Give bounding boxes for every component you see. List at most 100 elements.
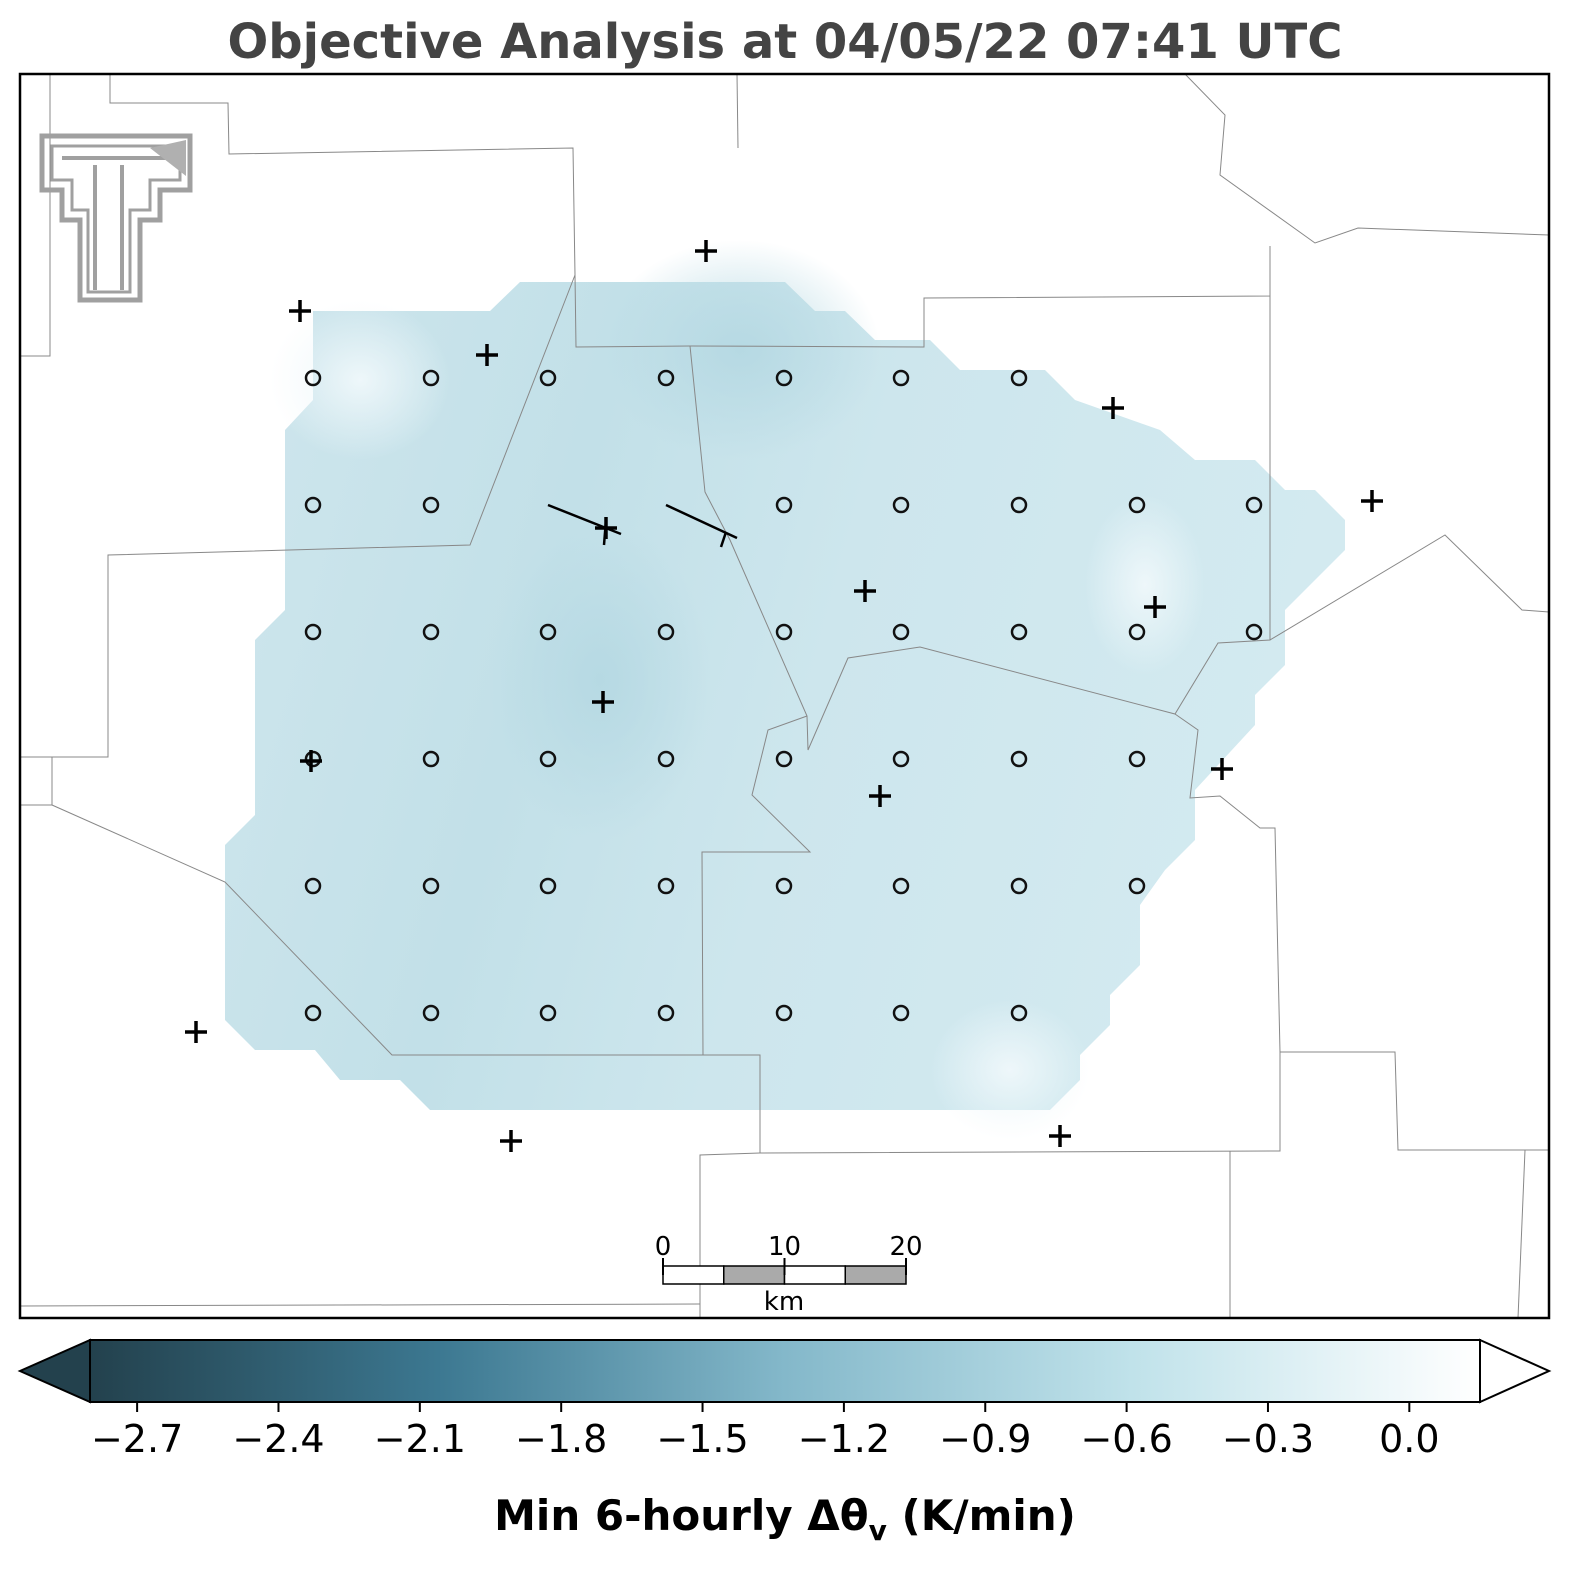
grid-point bbox=[657, 877, 675, 895]
grid-point bbox=[1128, 623, 1146, 641]
title: Objective Analysis at 04/05/22 07:41 UTC bbox=[228, 14, 1343, 70]
colorbar-tick-label: −2.1 bbox=[374, 1417, 466, 1461]
grid-point bbox=[657, 623, 675, 641]
grid-point bbox=[892, 877, 910, 895]
station bbox=[854, 580, 876, 602]
colorbar-body bbox=[89, 1339, 1481, 1403]
grid-point bbox=[422, 623, 440, 641]
grid-point bbox=[892, 496, 910, 514]
colorbar-tick-label: −0.6 bbox=[1080, 1417, 1172, 1461]
station bbox=[1211, 758, 1233, 780]
grid-point bbox=[1010, 496, 1028, 514]
station bbox=[289, 300, 311, 322]
grid-point bbox=[304, 496, 322, 514]
scale-segment bbox=[844, 1265, 907, 1285]
grid-point bbox=[539, 623, 557, 641]
grid-point bbox=[775, 877, 793, 895]
stations bbox=[185, 240, 1383, 1152]
colorbar-tick-label: −0.9 bbox=[939, 1417, 1031, 1461]
field-shade bbox=[600, 240, 880, 460]
station bbox=[1049, 1125, 1071, 1147]
grid-point bbox=[1010, 750, 1028, 768]
station bbox=[869, 785, 891, 807]
grid-point bbox=[1128, 877, 1146, 895]
colorbar: −2.7 −2.4 −2.1 −1.8 −1.5 −1.2 −0.9 −0.6 −0.3 0.0 bbox=[17, 1338, 1552, 1461]
station bbox=[476, 344, 498, 366]
grid-point bbox=[1010, 877, 1028, 895]
wind-barbs bbox=[547, 503, 738, 548]
grid-point bbox=[1128, 750, 1146, 768]
station bbox=[695, 240, 717, 262]
grid-point bbox=[775, 750, 793, 768]
colorbar-tick-label: −1.5 bbox=[656, 1417, 748, 1461]
colorbar-tick-label: −1.8 bbox=[515, 1417, 607, 1461]
scale-bar: km 0 10 20 bbox=[655, 1232, 923, 1317]
scale-label: 0 bbox=[655, 1232, 672, 1262]
grid-point bbox=[304, 1004, 322, 1022]
grid-point bbox=[657, 369, 675, 387]
county-lines bbox=[20, 74, 1549, 1318]
grid-point bbox=[422, 369, 440, 387]
grid-point bbox=[657, 750, 675, 768]
grid-point bbox=[657, 1004, 675, 1022]
station bbox=[185, 1021, 207, 1043]
scale-unit: km bbox=[764, 1287, 804, 1317]
grid-point bbox=[304, 369, 322, 387]
colorbar-label: Min 6-hourly Δθv (K/min) bbox=[494, 1491, 1076, 1547]
colorbar-tick-label: −0.3 bbox=[1222, 1417, 1314, 1461]
grid-point bbox=[1245, 623, 1263, 641]
colorbar-tick-label: −2.4 bbox=[232, 1417, 324, 1461]
colorbar-tick-label: 0.0 bbox=[1379, 1417, 1439, 1461]
grid-point bbox=[422, 496, 440, 514]
field-shade bbox=[930, 1000, 1090, 1140]
grid-point bbox=[539, 750, 557, 768]
grid-point bbox=[539, 1004, 557, 1022]
label-units: (K/min) bbox=[902, 1491, 1076, 1540]
grid-point bbox=[892, 623, 910, 641]
station bbox=[1361, 490, 1383, 512]
grid-point bbox=[1010, 1004, 1028, 1022]
station bbox=[300, 750, 322, 772]
grid-point bbox=[775, 496, 793, 514]
grid-point bbox=[1010, 369, 1028, 387]
map-frame bbox=[18, 72, 1551, 1320]
grid-point bbox=[422, 877, 440, 895]
label-main: Min 6-hourly Δθ bbox=[494, 1491, 869, 1540]
colorbar-tick-label: −2.7 bbox=[91, 1417, 183, 1461]
scale-label: 20 bbox=[889, 1232, 922, 1262]
analysis-field bbox=[225, 282, 1345, 1110]
grid-point bbox=[775, 369, 793, 387]
scale-label: 10 bbox=[768, 1232, 801, 1262]
grid-point bbox=[304, 750, 322, 768]
label-sub: v bbox=[869, 1514, 887, 1547]
colorbar-extend-min bbox=[17, 1338, 91, 1404]
scale-segment bbox=[662, 1265, 725, 1285]
grid-point bbox=[775, 1004, 793, 1022]
logo bbox=[39, 133, 193, 303]
scale-segment bbox=[783, 1265, 846, 1285]
map bbox=[20, 74, 1549, 1318]
grid-point bbox=[775, 623, 793, 641]
field-shade bbox=[1085, 495, 1205, 675]
colorbar-extend-max bbox=[1479, 1338, 1552, 1404]
grid-point bbox=[422, 750, 440, 768]
grid-point bbox=[1010, 623, 1028, 641]
scale-segment bbox=[723, 1265, 786, 1285]
grid-point bbox=[304, 877, 322, 895]
grid-point bbox=[892, 750, 910, 768]
station bbox=[1102, 397, 1124, 419]
station bbox=[1144, 596, 1166, 618]
grid-point bbox=[304, 623, 322, 641]
label-space bbox=[887, 1491, 902, 1540]
grid-point bbox=[892, 1004, 910, 1022]
grid-point bbox=[539, 877, 557, 895]
station bbox=[592, 691, 614, 713]
station bbox=[500, 1130, 522, 1152]
field-shade bbox=[490, 520, 710, 840]
grid-point bbox=[422, 1004, 440, 1022]
grid-point bbox=[892, 369, 910, 387]
field-shade bbox=[270, 300, 450, 460]
grid-point bbox=[1245, 496, 1263, 514]
